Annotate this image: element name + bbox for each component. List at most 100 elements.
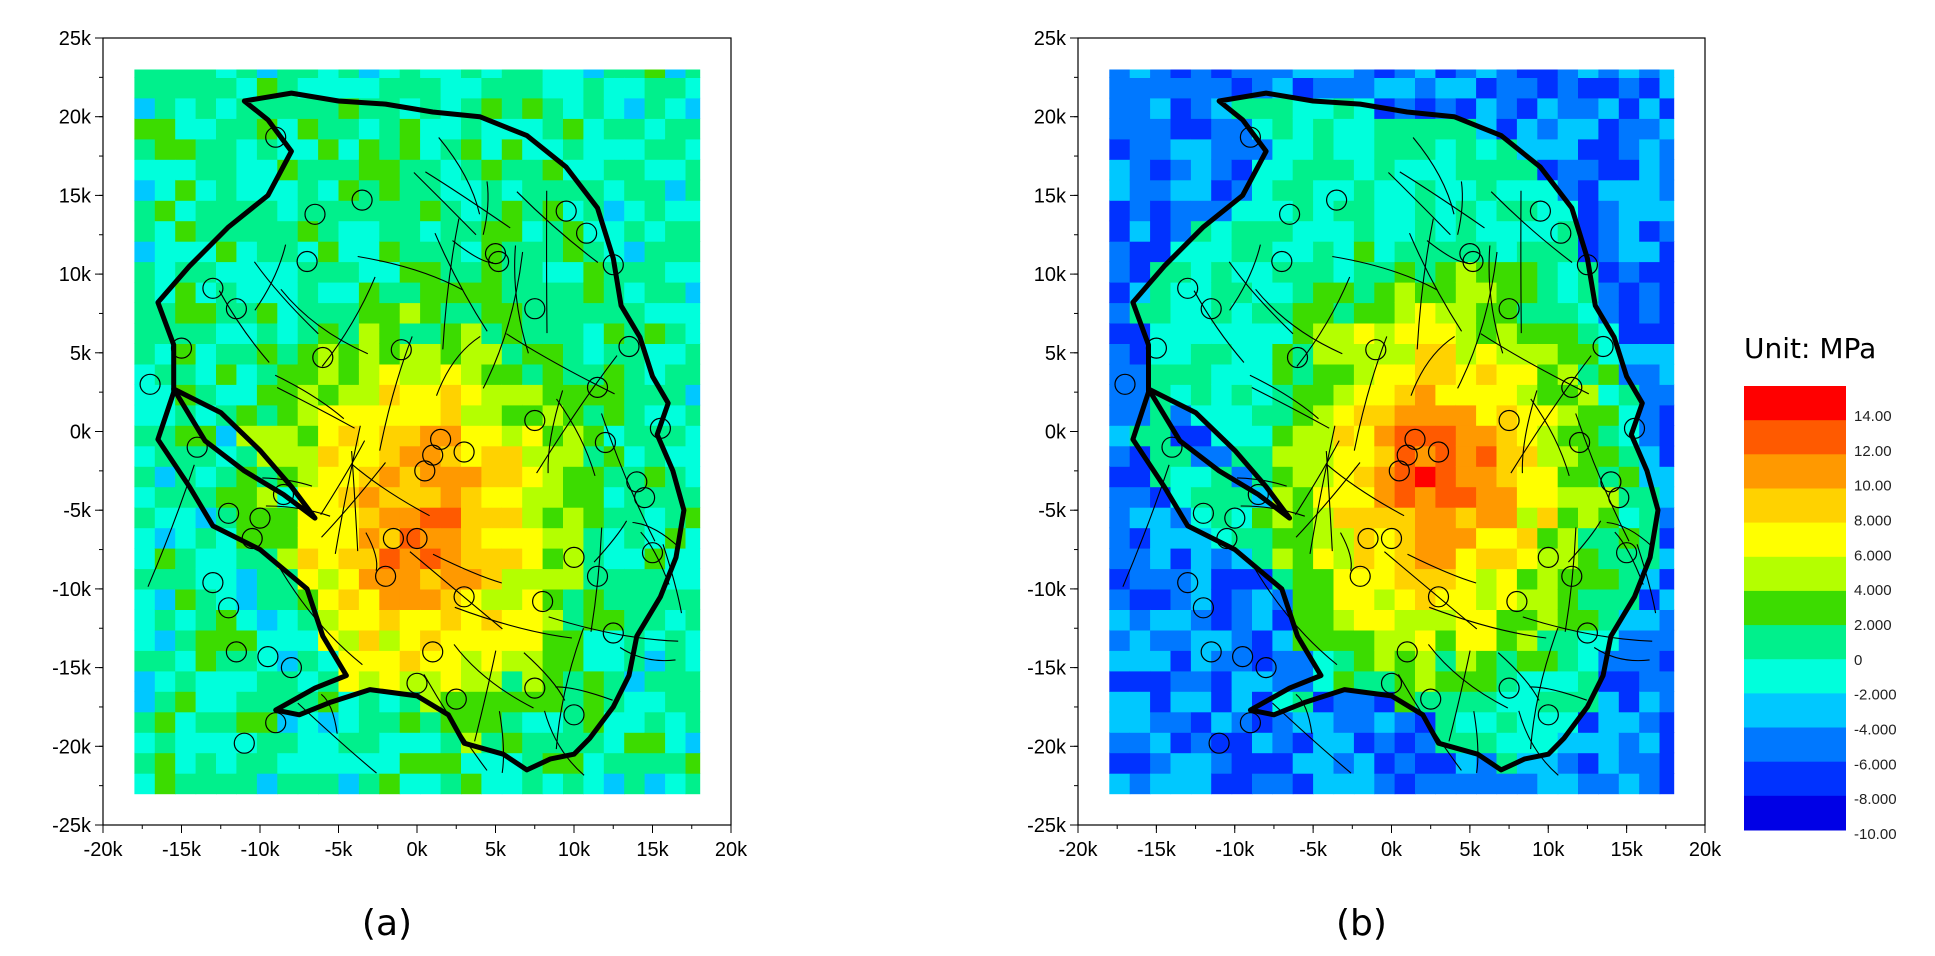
heatmap-cell: [318, 97, 340, 119]
heatmap-cell: [501, 425, 523, 447]
fault-line: [351, 451, 359, 552]
heatmap-cell: [1578, 159, 1599, 181]
heatmap-cell: [563, 425, 584, 447]
heatmap-cell: [256, 486, 278, 508]
heatmap-cell: [1537, 159, 1559, 181]
heatmap-cell: [644, 445, 666, 467]
heatmap-cell: [1190, 691, 1212, 713]
heatmap-cell: [1618, 220, 1640, 242]
heatmap-cell: [399, 220, 421, 242]
heatmap-cell: [1211, 302, 1233, 324]
heatmap-cell: [542, 302, 564, 324]
heatmap-cell: [420, 77, 442, 99]
heatmap-cell: [1618, 507, 1640, 529]
heatmap-cell: [420, 507, 442, 529]
heatmap-cell: [379, 445, 401, 467]
fault-line: [435, 335, 481, 396]
heatmap-cell: [1109, 527, 1131, 549]
heatmap-cell: [644, 732, 666, 754]
heatmap-cell: [1129, 609, 1151, 631]
heatmap-cell: [1109, 118, 1131, 140]
heatmap-cell: [1455, 404, 1477, 426]
well-marker: [563, 704, 585, 726]
heatmap-cell: [277, 69, 299, 78]
heatmap-cell: [134, 425, 156, 447]
heatmap-cell: [1129, 77, 1151, 99]
heatmap-cell: [1272, 322, 1294, 344]
heatmap-cell: [379, 220, 401, 242]
heatmap-cell: [318, 384, 340, 406]
legend-label: 4.000: [1854, 582, 1892, 599]
well-marker: [586, 565, 609, 587]
fault-line: [662, 544, 683, 614]
well-marker: [430, 428, 452, 450]
heatmap-cell: [1394, 138, 1416, 160]
heatmap-cell: [216, 363, 237, 385]
well-marker: [422, 641, 444, 663]
heatmap-cell: [644, 77, 666, 99]
heatmap-cell: [522, 732, 544, 754]
heatmap-cell: [624, 69, 646, 78]
heatmap-cell: [685, 466, 701, 488]
heatmap-cell: [1333, 507, 1355, 529]
y-tick-label: 15k: [59, 185, 92, 207]
heatmap-cell: [461, 343, 482, 365]
heatmap-cell: [1129, 711, 1151, 733]
well-marker: [594, 431, 617, 454]
axis-ticks: [1070, 37, 1706, 833]
heatmap-cell: [1639, 302, 1661, 324]
heatmap-cell: [134, 302, 156, 324]
heatmap-cell: [1537, 118, 1559, 140]
heatmap-cell: [358, 322, 380, 344]
heatmap-cell: [1190, 343, 1212, 365]
well-marker: [218, 597, 240, 619]
heatmap-cell: [379, 200, 401, 222]
heatmap-cell: [1109, 691, 1131, 713]
heatmap-cell: [1578, 588, 1599, 610]
heatmap-cell: [1150, 200, 1172, 222]
heatmap-cell: [1455, 650, 1477, 672]
heatmap-cell: [1374, 302, 1396, 324]
heatmap-cell: [358, 486, 380, 508]
heatmap-cell: [1170, 568, 1192, 590]
heatmap-cell: [154, 241, 176, 263]
heatmap-cell: [256, 732, 278, 754]
heatmap-cell: [1435, 425, 1457, 447]
heatmap-cell: [420, 609, 442, 631]
heatmap-cell: [154, 363, 176, 385]
heatmap-cell: [1292, 179, 1314, 201]
heatmap-cell: [1211, 179, 1233, 201]
heatmap-cell: [1129, 363, 1151, 385]
heatmap-cell: [134, 261, 156, 283]
heatmap-cell: [1190, 732, 1212, 754]
heatmap-cell: [399, 200, 421, 222]
legend-swatch: [1744, 454, 1846, 489]
heatmap-cell: [583, 425, 605, 447]
heatmap-cell: [665, 200, 687, 222]
heatmap-cell: [624, 507, 646, 529]
heatmap-cell: [1292, 466, 1314, 488]
heatmap-cell: [216, 548, 237, 570]
heatmap-cell: [420, 384, 442, 406]
heatmap-cell: [624, 732, 646, 754]
heatmap-cell: [1516, 629, 1538, 651]
fault-line: [218, 290, 270, 363]
heatmap-cell: [216, 466, 237, 488]
heatmap-cell: [175, 609, 197, 631]
heatmap-cell: [481, 302, 503, 324]
heatmap-cell: [420, 466, 442, 488]
heatmap-cell: [685, 711, 701, 733]
heatmap-cell: [685, 322, 701, 344]
heatmap-cell: [624, 138, 646, 160]
heatmap-cell: [1109, 220, 1131, 242]
well-marker: [1608, 487, 1630, 509]
fault-line: [1193, 290, 1245, 363]
heatmap-cell: [195, 445, 217, 467]
heatmap-cell: [1333, 650, 1355, 672]
heatmap-cell: [522, 527, 544, 549]
heatmap-cell: [1516, 69, 1538, 78]
heatmap-cell: [1292, 527, 1314, 549]
heatmap-cell: [1252, 527, 1273, 549]
heatmap-cell: [1252, 445, 1273, 467]
well-marker: [1404, 428, 1426, 450]
